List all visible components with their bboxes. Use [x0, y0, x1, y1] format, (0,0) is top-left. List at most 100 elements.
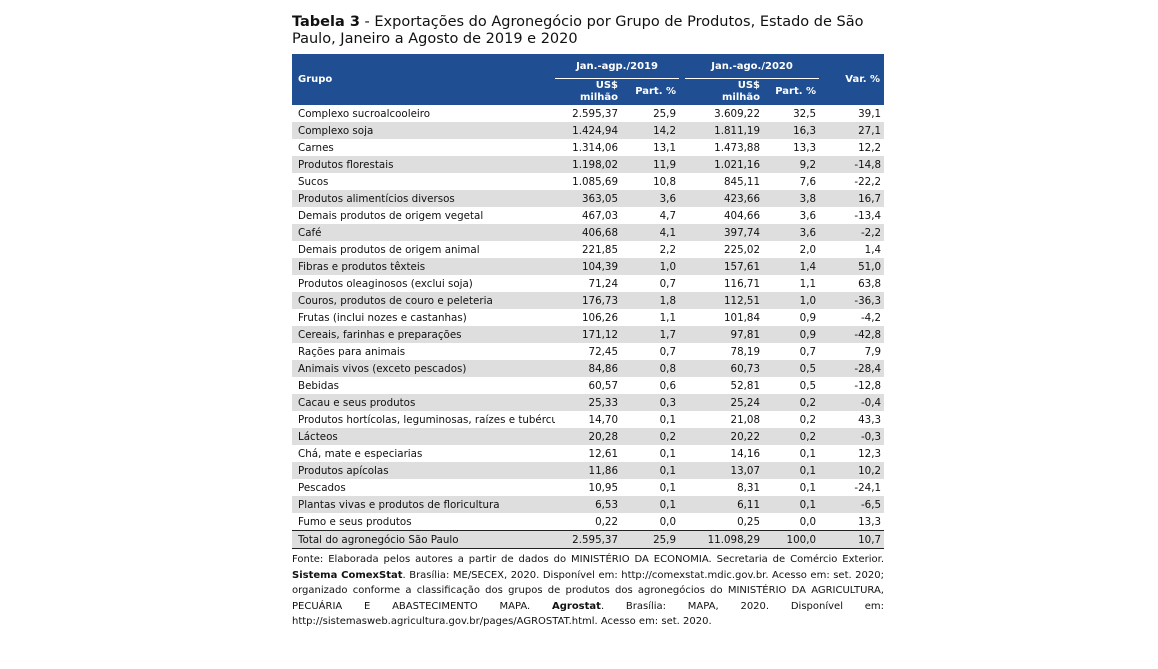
table-row: Rações para animais 72,45 0,7 78,19 0,7 7,9 [292, 343, 884, 360]
cell: -13,4 [854, 209, 882, 222]
cell: 21,08 [730, 413, 761, 426]
cell: 97,81 [685, 326, 764, 343]
footnote-text: Fonte: Elaborada pelos autores a partir … [292, 554, 884, 565]
table-row: Lácteos 20,28 0,2 20,22 0,2 -0,3 [292, 428, 885, 445]
cell: 13,07 [685, 462, 764, 479]
cell: -42,8 [819, 326, 885, 343]
row-label: Frutas (inclui nozes e castanhas) [298, 311, 467, 324]
cell: 43,3 [858, 413, 882, 426]
cell: 0,7 [659, 345, 677, 358]
cell: -36,3 [819, 292, 885, 309]
cell: -2,2 [819, 224, 885, 241]
cell: 0,0 [659, 515, 677, 528]
cell: 25,33 [555, 394, 621, 411]
cell: 20,22 [685, 428, 764, 445]
header-cell: Grupo [292, 54, 555, 105]
cell: 0,7 [659, 277, 677, 290]
cell: 25,24 [685, 394, 764, 411]
footnote-text: . Brasília: ME/SECEX, 2020. Disponível e… [292, 569, 885, 612]
table-row: Sucos 1.085,69 10,8 845,11 7,6 -22,2 [292, 173, 884, 190]
cell: 10,95 [588, 481, 618, 494]
cell: 0,2 [763, 394, 820, 411]
header-cell: Part. % [621, 78, 680, 105]
cell: 10,8 [653, 175, 677, 188]
cell-gap [679, 462, 686, 479]
table-row: Total do agronegócio São Paulo 2.595,37 25… [292, 530, 885, 549]
cell: 13,3 [793, 141, 817, 154]
cell: 0,1 [763, 462, 820, 479]
cell: 2.595,37 [572, 107, 618, 120]
cell: 1.198,02 [555, 156, 621, 173]
cell: 6,53 [555, 496, 621, 513]
cell: 7,9 [864, 345, 882, 358]
table-row: Fibras e produtos têxteis 104,39 1,0 157,61… [292, 258, 885, 275]
cell-gap [679, 428, 686, 445]
cell: 9,2 [763, 156, 820, 173]
table-row: Bebidas 60,57 0,6 52,81 0,5 -12,8 [292, 377, 884, 394]
cell: 84,86 [555, 360, 621, 377]
cell: 4,7 [659, 209, 677, 222]
cell: 221,85 [581, 243, 618, 256]
cell-gap [679, 496, 686, 513]
table-row: Produtos alimentícios diversos 363,05 3,6 4… [292, 190, 885, 207]
cell: 14,16 [730, 447, 761, 460]
cell: 32,5 [793, 107, 817, 120]
cell: 2,2 [659, 243, 677, 256]
cell-gap [679, 360, 686, 377]
row-label: Fibras e produtos têxteis [292, 258, 555, 275]
cell: -0,4 [819, 394, 885, 411]
footnote-text: Agrostat [551, 600, 601, 612]
cell: 1.811,19 [685, 122, 764, 139]
cell: 78,19 [730, 345, 761, 358]
cell-gap [679, 394, 686, 411]
cell: 0,3 [621, 394, 680, 411]
row-label: Pescados [298, 481, 346, 494]
cell: 176,73 [555, 292, 621, 309]
cell: 6,11 [685, 496, 764, 513]
row-label: Carnes [298, 141, 334, 154]
cell: 0,0 [799, 515, 817, 528]
table-row: Chá, mate e especiarias 12,61 0,1 14,16 0,1 1… [292, 445, 884, 462]
table-row: Produtos hortícolas, leguminosas, raízes… [292, 411, 884, 428]
cell-gap [679, 530, 686, 549]
cell: 2.595,37 [555, 530, 621, 549]
cell: 1,8 [621, 292, 680, 309]
cell: 0,9 [799, 311, 817, 324]
cell: -0,3 [819, 428, 885, 445]
cell: 51,0 [819, 258, 885, 275]
cell: 1.314,06 [572, 141, 618, 154]
header-cell: US$ milhão [555, 78, 621, 105]
cell: 467,03 [581, 209, 618, 222]
table-row: Cacau e seus produtos 25,33 0,3 25,24 0,2 -0,… [292, 394, 885, 411]
cell: 0,1 [659, 481, 677, 494]
cell: 1,4 [864, 243, 882, 256]
footnote-text: Sistema ComexStat [292, 569, 403, 581]
cell: 157,61 [685, 258, 764, 275]
cell: 12,2 [858, 141, 882, 154]
table-row: Plantas vivas e produtos de floricultura… [292, 496, 885, 513]
footnote-text: . Brasília: MAPA, 2020. Disponível em: h… [292, 600, 884, 628]
row-label: Complexo sucroalcooleiro [298, 107, 431, 120]
cell: 8,31 [737, 481, 761, 494]
row-label: Café [292, 224, 555, 241]
cell: 1,0 [763, 292, 820, 309]
cell-gap [679, 326, 686, 343]
cell: -28,4 [819, 360, 885, 377]
table-row: Couros, produtos de couro e peleteria 176… [292, 292, 885, 309]
row-label: Cereais, farinhas e preparações [292, 326, 555, 343]
cell: 1,1 [799, 277, 817, 290]
row-label: Total do agronegócio São Paulo [292, 530, 555, 549]
cell: 60,73 [685, 360, 764, 377]
title-text: - Exportações do Agronegócio por Grupo d… [292, 14, 864, 47]
table-row: Pescados 10,95 0,1 8,31 0,1 -24,1 [292, 479, 884, 496]
cell: 16,3 [763, 122, 820, 139]
cell: 60,57 [588, 379, 618, 392]
cell: 0,1 [799, 481, 817, 494]
cell: 71,24 [588, 277, 618, 290]
table-row: Complexo sucroalcooleiro 2.595,37 25,9 3.60… [292, 105, 884, 122]
cell: 3,6 [799, 209, 817, 222]
cell: 1.473,88 [714, 141, 761, 154]
row-label: Couros, produtos de couro e peleteria [292, 292, 555, 309]
header-cell: US$ milhão [685, 78, 764, 105]
cell: 0,25 [737, 515, 761, 528]
